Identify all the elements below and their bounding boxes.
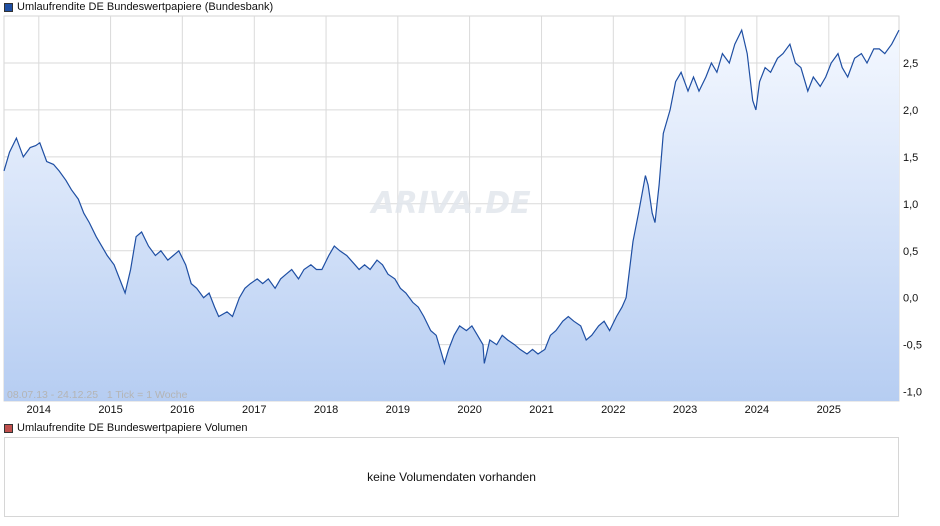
volume-legend-swatch <box>4 423 13 433</box>
x-tick-label: 2025 <box>817 404 841 416</box>
yield-chart: ARIVA.DE -1,0 -0,5 0,0 0,5 1,0 1,5 2,0 2,5 2014… <box>3 15 922 416</box>
volume-empty-message: keine Volumendaten vorhanden <box>367 470 536 484</box>
x-tick-label: 2018 <box>314 404 338 416</box>
x-tick-label: 2021 <box>529 404 553 416</box>
y-tick-label: 2,5 <box>903 58 918 70</box>
price-legend-label: Umlaufrendite DE Bundeswertpapiere (Bund… <box>17 1 274 13</box>
x-tick-label: 2019 <box>386 404 410 416</box>
yield-series-line <box>3 28 900 366</box>
x-tick-label: 2020 <box>457 404 481 416</box>
y-tick-label: -0,5 <box>903 340 922 352</box>
y-tick-label: 1,0 <box>903 199 918 211</box>
price-legend-swatch <box>4 2 13 12</box>
volume-panel: keine Volumendaten vorhanden <box>4 437 899 517</box>
y-tick-label: 0,0 <box>903 293 918 305</box>
y-tick-label: 1,5 <box>903 152 918 164</box>
x-tick-label: 2015 <box>98 404 122 416</box>
yield-area-fill <box>4 30 899 401</box>
y-tick-label: 2,0 <box>903 105 918 117</box>
price-legend: Umlaufrendite DE Bundeswertpapiere (Bund… <box>4 0 273 14</box>
range-info: 08.07.13 - 24.12.25 1 Tick = 1 Woche <box>7 389 188 401</box>
ariva-watermark: ARIVA.DE <box>369 186 531 221</box>
x-tick-label: 2017 <box>242 404 266 416</box>
x-tick-label: 2016 <box>170 404 194 416</box>
volume-legend: Umlaufrendite DE Bundeswertpapiere Volum… <box>4 421 248 435</box>
y-tick-label: 0,5 <box>903 246 918 258</box>
x-tick-label: 2022 <box>601 404 625 416</box>
y-tick-label: -1,0 <box>903 387 922 399</box>
x-tick-label: 2024 <box>745 404 769 416</box>
x-axis-ticks: 2014 2015 2016 2017 2018 2019 2020 2021 2022 2023… <box>27 404 841 416</box>
x-tick-label: 2023 <box>673 404 697 416</box>
volume-legend-label: Umlaufrendite DE Bundeswertpapiere Volum… <box>17 422 248 434</box>
y-axis-ticks: -1,0 -0,5 0,0 0,5 1,0 1,5 2,0 2,5 <box>903 58 922 399</box>
x-tick-label: 2014 <box>27 404 51 416</box>
